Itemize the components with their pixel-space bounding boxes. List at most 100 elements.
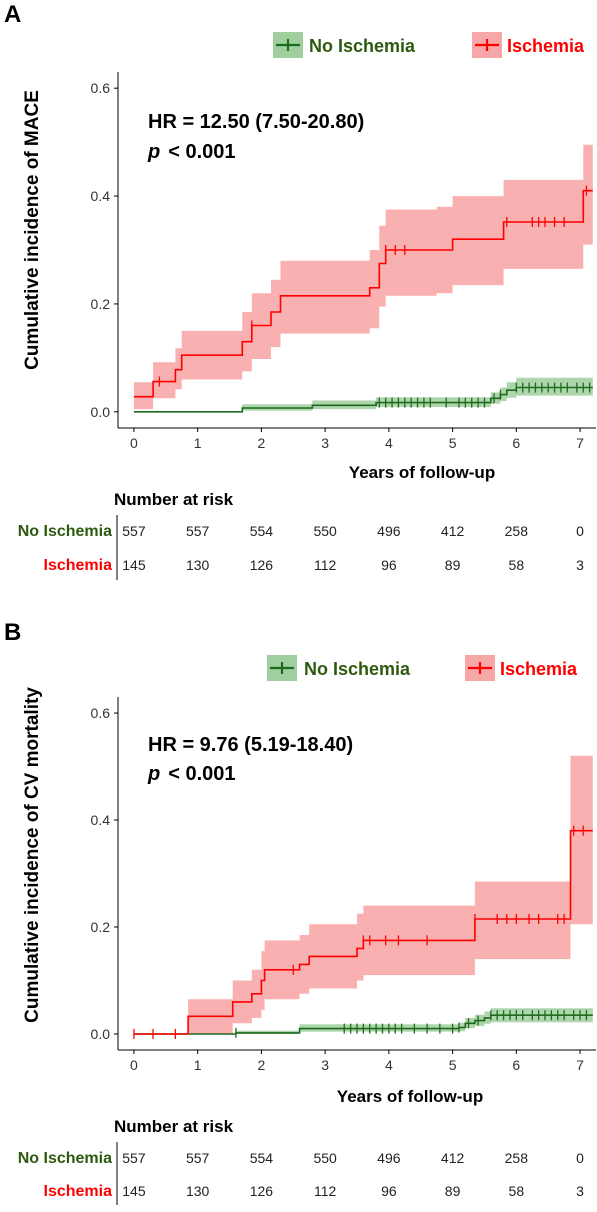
risk-count-no-ischemia: 557 bbox=[122, 1150, 146, 1166]
y-axis-title: Cumulative incidence of MACE bbox=[22, 90, 43, 370]
risk-count-no-ischemia: 554 bbox=[250, 1150, 274, 1166]
risk-count-no-ischemia: 0 bbox=[576, 1150, 584, 1166]
hazard-ratio-annotation: HR = 9.76 (5.19-18.40) bbox=[148, 734, 353, 756]
x-tick-label: 5 bbox=[449, 1057, 457, 1073]
risk-count-no-ischemia: 0 bbox=[576, 523, 584, 539]
risk-row-label-no-ischemia: No Ischemia bbox=[18, 523, 112, 540]
panel-label: A bbox=[4, 1, 21, 28]
risk-count-no-ischemia: 550 bbox=[313, 523, 337, 539]
legend: No Ischemia Ischemia bbox=[273, 32, 585, 58]
risk-count-ischemia: 3 bbox=[576, 557, 584, 573]
x-tick-label: 7 bbox=[576, 435, 584, 451]
legend-item-ischemia: Ischemia bbox=[465, 655, 578, 681]
series-line-ischemia bbox=[133, 829, 593, 1035]
risk-count-no-ischemia: 412 bbox=[441, 523, 465, 539]
risk-count-ischemia: 89 bbox=[445, 557, 461, 573]
panel-a: A No Ischemia Ischemia Cumulative incide… bbox=[4, 1, 596, 580]
x-tick-label: 4 bbox=[385, 1057, 393, 1073]
x-tick-label: 2 bbox=[258, 435, 266, 451]
risk-count-ischemia: 112 bbox=[314, 1183, 337, 1199]
p-symbol: p bbox=[147, 763, 160, 785]
p-value-annotation: p < 0.001 bbox=[147, 763, 236, 785]
risk-count-ischemia: 130 bbox=[186, 557, 210, 573]
p-symbol: p bbox=[147, 141, 160, 163]
legend-item-ischemia: Ischemia bbox=[472, 32, 585, 58]
confidence-band-no-ischemia bbox=[133, 1008, 593, 1034]
risk-count-ischemia: 89 bbox=[445, 1183, 461, 1199]
risk-count-ischemia: 112 bbox=[314, 557, 337, 573]
risk-count-no-ischemia: 496 bbox=[377, 1150, 401, 1166]
legend-label-ischemia: Ischemia bbox=[500, 659, 578, 679]
panel-b: B No Ischemia Ischemia Cumulative incide… bbox=[4, 619, 596, 1205]
x-tick-label: 6 bbox=[512, 435, 520, 451]
y-tick-label: 0.6 bbox=[91, 80, 111, 96]
x-axis-title: Years of follow-up bbox=[349, 463, 495, 482]
risk-count-ischemia: 145 bbox=[122, 557, 146, 573]
risk-count-ischemia: 126 bbox=[250, 557, 274, 573]
legend-label-ischemia: Ischemia bbox=[507, 36, 585, 56]
risk-row-label-ischemia: Ischemia bbox=[44, 1183, 113, 1200]
risk-count-ischemia: 58 bbox=[509, 557, 525, 573]
confidence-band-no-ischemia bbox=[133, 377, 593, 412]
risk-count-ischemia: 145 bbox=[122, 1183, 146, 1199]
y-tick-label: 0.2 bbox=[91, 919, 111, 935]
risk-row-label-ischemia: Ischemia bbox=[44, 557, 113, 574]
y-tick-label: 0.2 bbox=[91, 296, 111, 312]
plot-area: 0.0 0.2 0.4 0.6 0 1 2 3 4 5 6 7 bbox=[91, 72, 596, 451]
x-tick-label: 0 bbox=[130, 1057, 138, 1073]
risk-table: Number at risk No Ischemia Ischemia 557 5… bbox=[18, 1117, 584, 1205]
p-value: < 0.001 bbox=[168, 141, 235, 163]
y-tick-label: 0.6 bbox=[91, 705, 111, 721]
x-tick-label: 2 bbox=[258, 1057, 266, 1073]
y-tick-label: 0.0 bbox=[91, 1026, 111, 1042]
x-tick-label: 4 bbox=[385, 435, 393, 451]
legend-item-no-ischemia: No Ischemia bbox=[273, 32, 416, 58]
p-value: < 0.001 bbox=[168, 763, 235, 785]
risk-count-no-ischemia: 550 bbox=[313, 1150, 337, 1166]
risk-count-ischemia: 96 bbox=[381, 1183, 397, 1199]
confidence-band-ischemia bbox=[133, 755, 593, 1034]
risk-count-ischemia: 130 bbox=[186, 1183, 210, 1199]
risk-count-no-ischemia: 258 bbox=[505, 1150, 529, 1166]
x-axis-title: Years of follow-up bbox=[337, 1087, 483, 1106]
panel-label: B bbox=[4, 619, 21, 646]
risk-count-no-ischemia: 496 bbox=[377, 523, 401, 539]
hazard-ratio-annotation: HR = 12.50 (7.50-20.80) bbox=[148, 111, 364, 133]
x-tick-label: 1 bbox=[194, 1057, 202, 1073]
risk-count-ischemia: 96 bbox=[381, 557, 397, 573]
x-tick-label: 1 bbox=[194, 435, 202, 451]
confidence-band-ischemia bbox=[133, 144, 593, 410]
series-line-no-ischemia bbox=[133, 386, 593, 413]
plot-area: 0.0 0.2 0.4 0.6 0 1 2 3 4 5 6 7 bbox=[91, 697, 596, 1073]
risk-count-no-ischemia: 557 bbox=[186, 523, 210, 539]
y-axis-title: Cumulative incidence of CV mortality bbox=[22, 687, 43, 1023]
x-tick-label: 7 bbox=[576, 1057, 584, 1073]
risk-count-no-ischemia: 557 bbox=[122, 523, 146, 539]
x-tick-label: 0 bbox=[130, 435, 138, 451]
legend-label-no-ischemia: No Ischemia bbox=[309, 36, 416, 56]
series-line-no-ischemia bbox=[133, 1014, 593, 1035]
risk-table-title: Number at risk bbox=[114, 490, 234, 509]
risk-count-ischemia: 3 bbox=[576, 1183, 584, 1199]
risk-count-no-ischemia: 554 bbox=[250, 523, 274, 539]
x-tick-label: 5 bbox=[449, 435, 457, 451]
x-tick-label: 6 bbox=[512, 1057, 520, 1073]
p-value-annotation: p < 0.001 bbox=[147, 141, 236, 163]
risk-table: Number at risk No Ischemia Ischemia 557 5… bbox=[18, 490, 584, 580]
legend: No Ischemia Ischemia bbox=[267, 655, 578, 681]
risk-count-ischemia: 126 bbox=[250, 1183, 274, 1199]
y-tick-label: 0.4 bbox=[91, 812, 111, 828]
risk-count-no-ischemia: 557 bbox=[186, 1150, 210, 1166]
risk-row-label-no-ischemia: No Ischemia bbox=[18, 1150, 112, 1167]
risk-count-ischemia: 58 bbox=[509, 1183, 525, 1199]
legend-item-no-ischemia: No Ischemia bbox=[267, 655, 411, 681]
risk-count-no-ischemia: 412 bbox=[441, 1150, 465, 1166]
risk-table-title: Number at risk bbox=[114, 1117, 234, 1136]
risk-count-no-ischemia: 258 bbox=[505, 523, 529, 539]
y-tick-label: 0.0 bbox=[91, 404, 111, 420]
y-tick-label: 0.4 bbox=[91, 188, 111, 204]
series-line-ischemia bbox=[133, 189, 593, 398]
legend-label-no-ischemia: No Ischemia bbox=[304, 659, 411, 679]
x-tick-label: 3 bbox=[321, 435, 329, 451]
